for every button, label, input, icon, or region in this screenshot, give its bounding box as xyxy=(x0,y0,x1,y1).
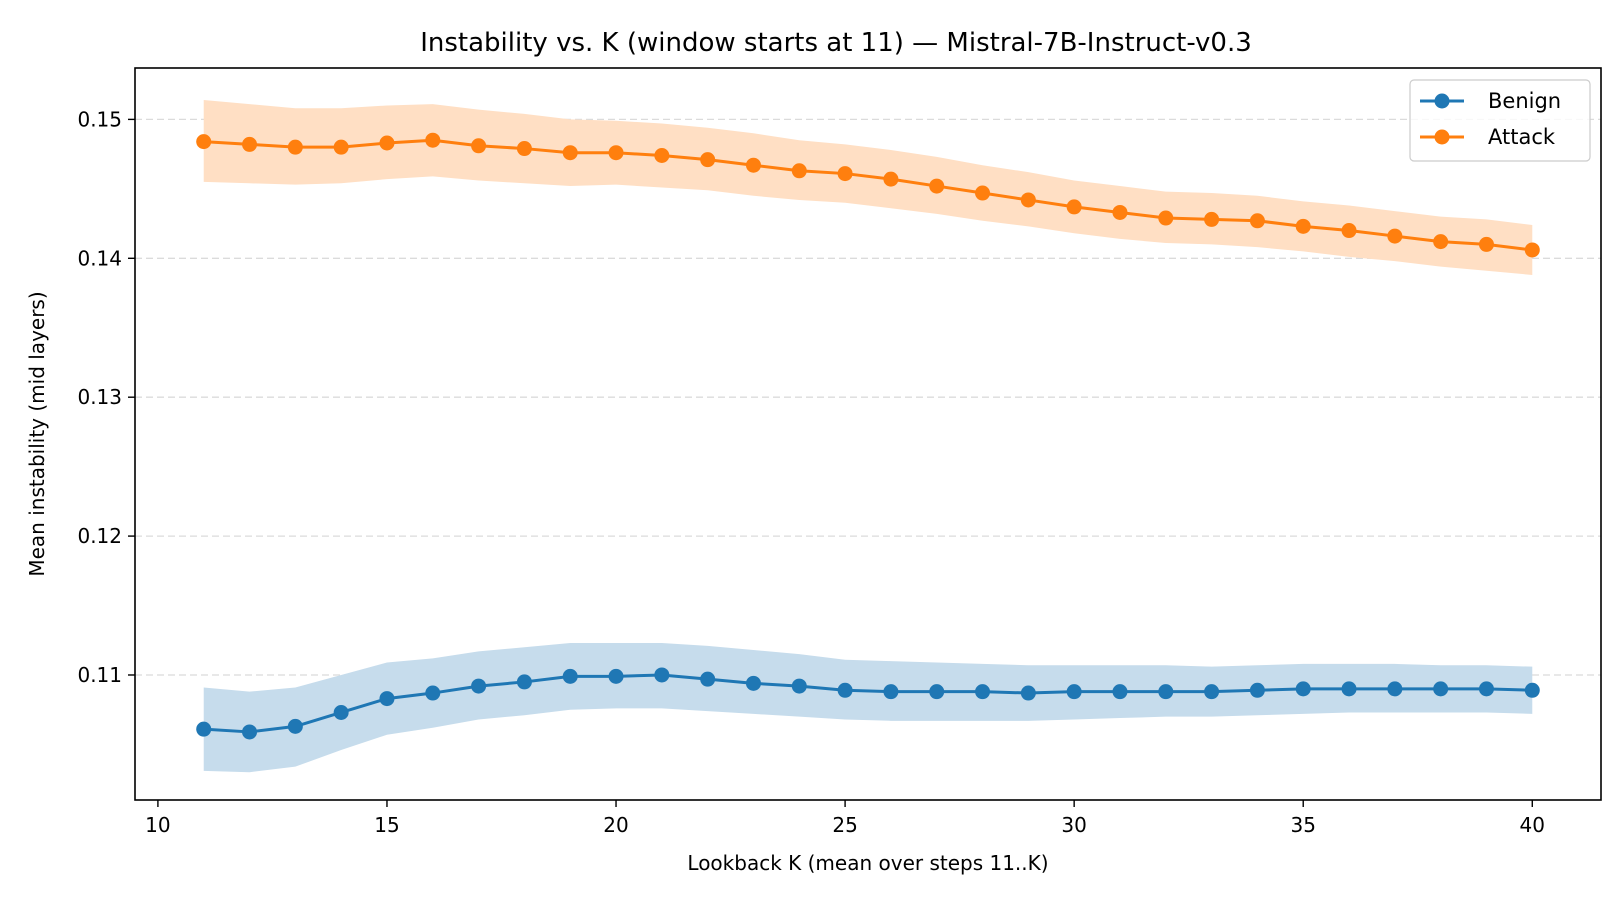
point-benign xyxy=(654,667,670,683)
point-benign xyxy=(242,724,258,740)
x-tick-label: 15 xyxy=(374,813,399,837)
point-benign xyxy=(562,668,578,684)
legend-marker-attack xyxy=(1434,129,1450,145)
y-axis-label: Mean instability (mid layers) xyxy=(25,291,49,576)
point-attack xyxy=(791,163,807,179)
plot-frame xyxy=(134,67,1602,801)
error-bands xyxy=(203,99,1533,773)
point-attack xyxy=(242,136,258,152)
x-axis-ticks: 10 15 20 25 30 35 40 xyxy=(145,800,1545,837)
point-benign xyxy=(287,718,303,734)
point-attack xyxy=(1158,210,1174,226)
point-attack xyxy=(196,134,212,150)
point-attack xyxy=(1020,192,1036,208)
point-attack xyxy=(425,132,441,148)
point-benign xyxy=(1112,684,1128,700)
point-attack xyxy=(837,166,853,182)
band-attack xyxy=(203,99,1533,275)
point-benign xyxy=(791,678,807,694)
point-attack xyxy=(471,138,487,154)
x-tick-label: 35 xyxy=(1290,813,1315,837)
point-benign xyxy=(1387,681,1403,697)
y-axis-ticks: 0.11 0.12 0.13 0.14 0.15 xyxy=(77,107,135,687)
series-line-attack xyxy=(203,138,1533,252)
y-tick-label: 0.13 xyxy=(77,385,122,409)
point-attack xyxy=(1112,204,1128,220)
point-benign xyxy=(1433,681,1449,697)
legend-label-attack: Attack xyxy=(1488,125,1556,149)
point-attack xyxy=(1341,223,1357,239)
point-benign xyxy=(333,704,349,720)
point-benign xyxy=(1020,685,1036,701)
point-benign xyxy=(883,684,899,700)
point-attack xyxy=(883,171,899,187)
point-benign xyxy=(837,682,853,698)
x-tick-label: 10 xyxy=(145,813,170,837)
chart-title: Instability vs. K (window starts at 11) … xyxy=(420,28,1252,58)
x-tick-label: 20 xyxy=(603,813,628,837)
point-benign xyxy=(1295,681,1311,697)
point-benign xyxy=(608,668,624,684)
legend-marker-benign xyxy=(1434,93,1450,109)
point-benign xyxy=(1249,682,1265,698)
x-axis-label: Lookback K (mean over steps 11..K) xyxy=(687,851,1048,875)
point-benign xyxy=(425,685,441,701)
y-tick-label: 0.12 xyxy=(77,524,122,548)
point-benign xyxy=(1158,684,1174,700)
point-attack xyxy=(608,145,624,161)
point-attack xyxy=(379,135,395,151)
y-tick-label: 0.14 xyxy=(77,246,122,270)
point-attack xyxy=(929,178,945,194)
point-benign xyxy=(1524,682,1540,698)
point-attack xyxy=(700,152,716,168)
y-tick-label: 0.15 xyxy=(77,107,122,131)
x-tick-label: 30 xyxy=(1061,813,1086,837)
point-attack xyxy=(1204,211,1220,227)
series-lines xyxy=(196,132,1540,740)
point-attack xyxy=(745,157,761,173)
point-benign xyxy=(745,675,761,691)
point-benign xyxy=(1066,684,1082,700)
y-tick-label: 0.11 xyxy=(77,663,122,687)
point-benign xyxy=(379,691,395,707)
point-benign xyxy=(700,671,716,687)
point-benign xyxy=(975,684,991,700)
x-tick-label: 25 xyxy=(832,813,857,837)
point-benign xyxy=(471,678,487,694)
point-attack xyxy=(287,139,303,155)
point-attack xyxy=(975,185,991,201)
point-benign xyxy=(196,721,212,737)
point-benign xyxy=(516,674,532,690)
band-benign xyxy=(203,643,1533,773)
legend: Benign Attack xyxy=(1409,79,1591,162)
point-benign xyxy=(1478,681,1494,697)
point-attack xyxy=(1249,213,1265,229)
legend-label-benign: Benign xyxy=(1488,89,1561,113)
series-line-benign xyxy=(203,673,1533,734)
point-attack xyxy=(1478,236,1494,252)
point-attack xyxy=(1433,234,1449,250)
point-attack xyxy=(516,141,532,157)
point-benign xyxy=(929,684,945,700)
point-attack xyxy=(1066,199,1082,215)
point-attack xyxy=(1524,242,1540,258)
point-benign xyxy=(1204,684,1220,700)
point-benign xyxy=(1341,681,1357,697)
x-tick-label: 40 xyxy=(1520,813,1545,837)
point-attack xyxy=(333,139,349,155)
point-attack xyxy=(654,148,670,164)
point-attack xyxy=(562,145,578,161)
point-attack xyxy=(1387,228,1403,244)
point-attack xyxy=(1295,218,1311,234)
